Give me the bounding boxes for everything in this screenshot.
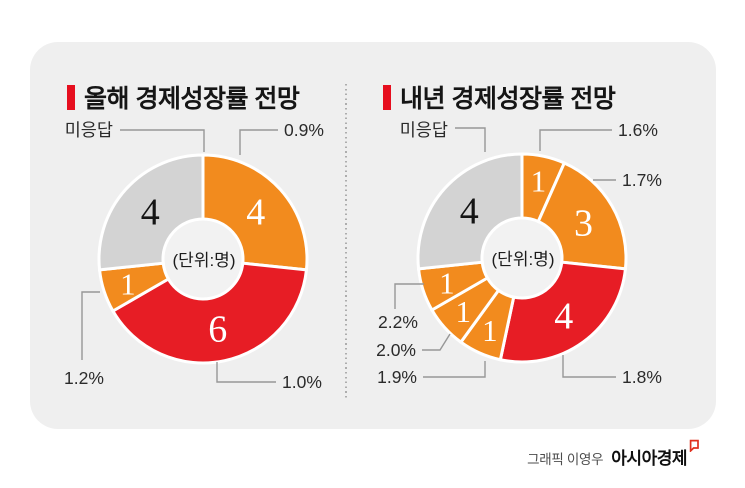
left-chart-title-text: 올해 경제성장률 전망 — [84, 85, 300, 113]
right-chart-title: 내년 경제성장률 전망 — [383, 79, 616, 115]
donut-hole — [161, 217, 245, 301]
right-chart-title-text: 내년 경제성장률 전망 — [400, 85, 616, 113]
segment-value: 4 — [460, 190, 479, 232]
callout-leader-line — [562, 355, 616, 378]
donut-segment-1.7% — [536, 161, 628, 271]
publisher-name: 아시아경제 — [611, 449, 687, 468]
left-chart-title: 올해 경제성장률 전망 — [67, 79, 300, 115]
panel-divider — [345, 84, 347, 400]
publisher: 아시아경제 — [611, 439, 699, 469]
callout-label-1.7%: 1.7% — [622, 170, 662, 190]
unit-note: (단위:명) — [173, 251, 236, 270]
callout-label-미응답: 미응답 — [400, 120, 448, 140]
publisher-logo-mark-icon — [689, 439, 699, 452]
title-accent-bar — [383, 84, 391, 110]
donut-segment-미응답 — [97, 153, 205, 272]
segment-value: 4 — [554, 295, 573, 337]
segment-value: 1 — [120, 266, 136, 301]
callout-leader-line — [539, 129, 612, 151]
callout-label-1.6%: 1.6% — [618, 120, 658, 140]
credit-graphic-by: 그래픽 이영우 — [527, 452, 604, 467]
callout-label-1.2%: 1.2% — [64, 368, 104, 388]
callout-leader-line — [455, 127, 486, 152]
donut-segment-미응답 — [416, 152, 524, 271]
callout-label-미응답: 미응답 — [65, 120, 113, 140]
callout-leader-line — [120, 129, 205, 152]
callout-label-1.0%: 1.0% — [282, 372, 322, 392]
callout-label-2.2%: 2.2% — [378, 312, 418, 332]
segment-value: 1 — [531, 164, 547, 199]
callout-leader-line — [81, 291, 100, 360]
credits: 그래픽 이영우 아시아경제 — [527, 439, 699, 469]
donut-segment-0.9% — [201, 153, 309, 272]
donut-segment-1.0% — [110, 261, 309, 365]
callout-label-2.0%: 2.0% — [376, 340, 416, 360]
callout-leader-line — [216, 362, 276, 383]
callout-leader-line — [423, 361, 486, 378]
segment-value: 1 — [456, 294, 472, 329]
segment-value: 1 — [482, 313, 498, 348]
callout-leader-line — [239, 129, 278, 155]
callout-leader-line — [394, 283, 424, 309]
callout-leader-line — [422, 333, 451, 351]
callout-label-0.9%: 0.9% — [284, 120, 324, 140]
segment-value: 1 — [439, 265, 455, 300]
callout-label-1.8%: 1.8% — [622, 367, 662, 387]
segment-value: 4 — [141, 191, 160, 233]
callout-label-1.9%: 1.9% — [377, 367, 417, 387]
donut-segment-1.8% — [498, 260, 628, 364]
title-accent-bar — [67, 84, 75, 110]
segment-value: 4 — [246, 191, 265, 233]
donut-hole — [480, 216, 564, 300]
segment-value: 3 — [574, 203, 593, 245]
segment-value: 6 — [208, 308, 227, 350]
unit-note: (단위:명) — [492, 250, 555, 269]
